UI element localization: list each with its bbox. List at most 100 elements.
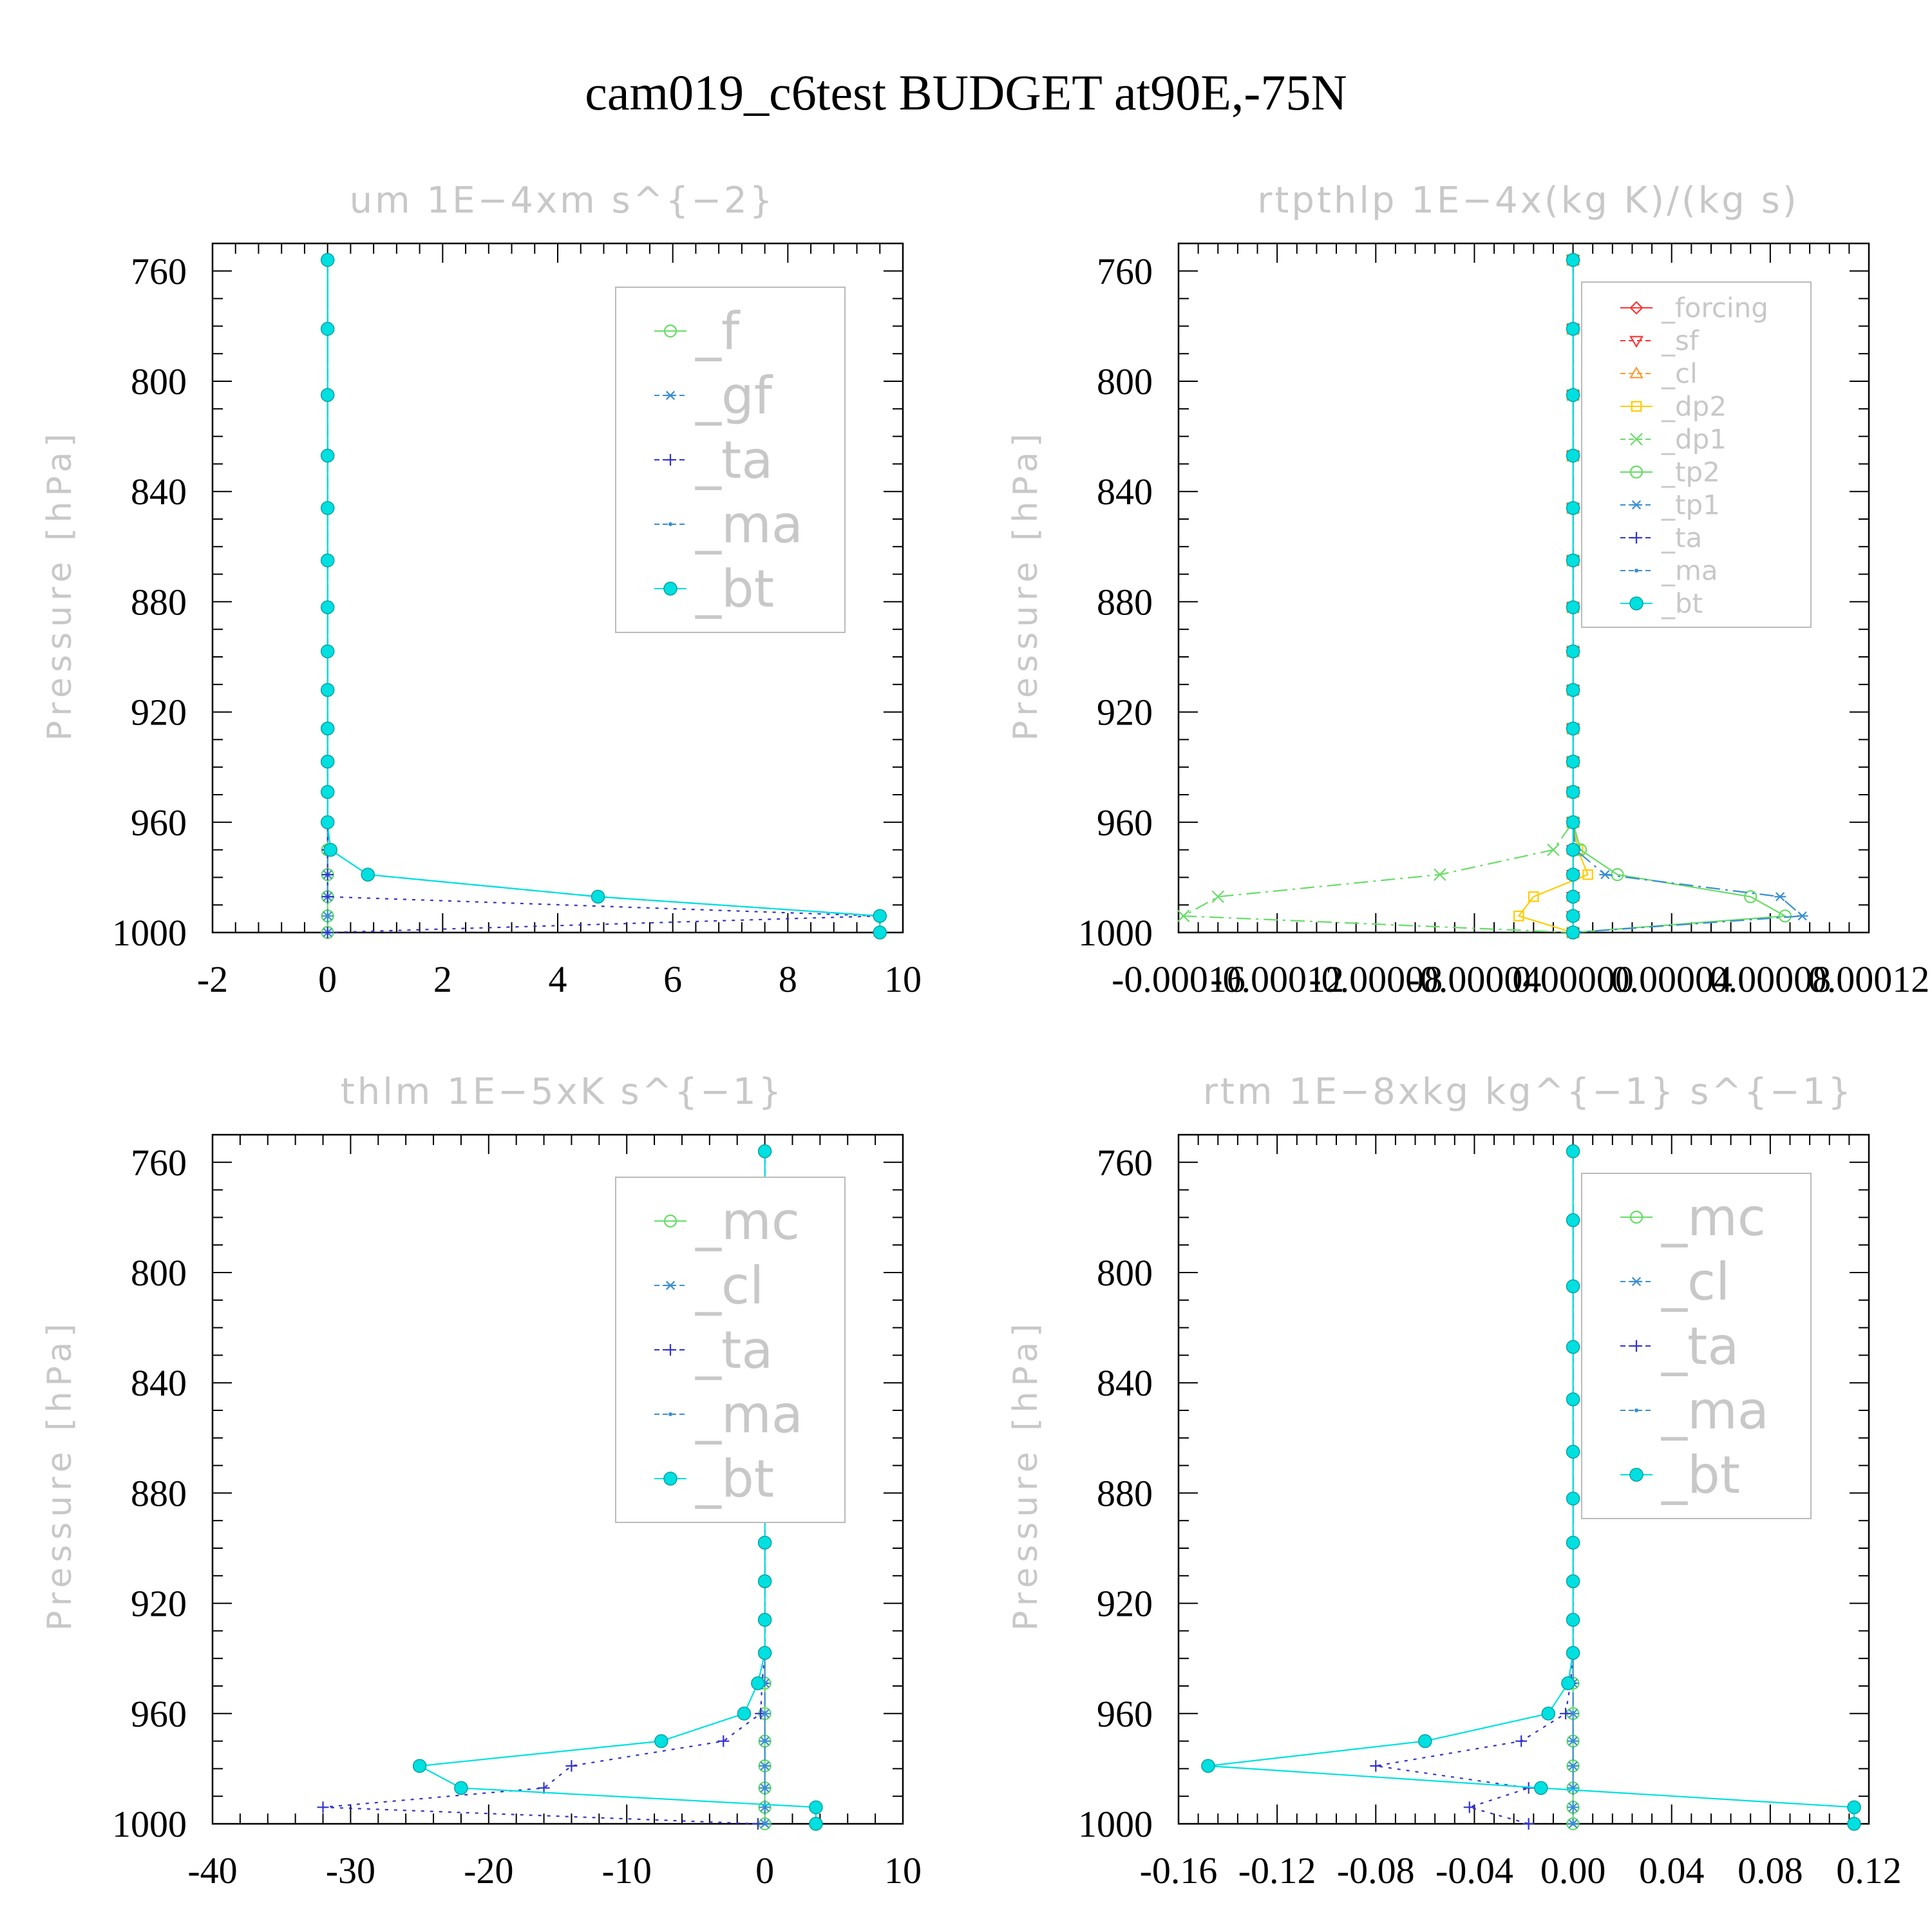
data-point-ta <box>1522 1818 1535 1830</box>
x-tick-label: 0.08 <box>1738 1850 1803 1891</box>
data-point-bt <box>1566 1340 1580 1354</box>
data-point-bt <box>320 600 335 614</box>
y-tick-label: 960 <box>131 802 187 844</box>
data-point-tp2 <box>1611 868 1624 882</box>
x-tick-label: 10 <box>884 1850 922 1891</box>
data-point-bt <box>412 1759 427 1773</box>
data-point-bt <box>1566 1444 1580 1459</box>
data-point-ta <box>752 1818 764 1830</box>
data-point-tp1 <box>1796 911 1808 921</box>
y-tick-label: 920 <box>1097 1583 1153 1625</box>
data-point-bt <box>1566 501 1580 515</box>
panel-title-thlm: thlm 1E−5xK s^{−1} <box>341 1071 784 1113</box>
y-tick-label: 920 <box>1097 692 1153 734</box>
legend-label: _ta <box>695 430 773 490</box>
x-tick-label: -10 <box>602 1850 652 1891</box>
legend-thlm: _mc_cl_ta_ma_bt <box>615 1177 846 1523</box>
y-tick-label: 760 <box>1097 1142 1153 1184</box>
legend-label: _cl <box>1661 358 1698 390</box>
y-tick-label: 800 <box>1097 1252 1153 1294</box>
data-point-bt <box>757 1574 772 1589</box>
legend-label: _mc <box>1661 1188 1766 1247</box>
data-point-ta <box>321 891 334 903</box>
x-tick-label: 0.00 <box>1540 1850 1606 1891</box>
data-point-ma <box>762 1711 767 1716</box>
data-point-dp1 <box>1211 890 1225 904</box>
data-point-bt <box>1566 683 1580 697</box>
x-tick-label: 0 <box>755 1850 774 1891</box>
data-point-bt <box>809 1800 823 1815</box>
legend-label: _bt <box>695 559 774 619</box>
data-point-dp2 <box>1528 891 1539 902</box>
data-point-bt <box>361 867 375 882</box>
x-tick-label: -0.16 <box>1140 1850 1218 1891</box>
data-point-bt <box>320 448 335 463</box>
data-point-bt <box>1566 721 1580 736</box>
data-point-bt <box>320 644 335 659</box>
legend-marker <box>1629 596 1643 611</box>
legend-label: _forcing <box>1661 292 1768 324</box>
data-point-bt <box>757 1645 772 1660</box>
data-point-tp2 <box>1778 909 1792 923</box>
x-tick-label: 6 <box>663 958 682 1000</box>
x-tick-label: 0.00008 <box>1710 958 1832 1000</box>
legend-um: _f_gf_ta_ma_bt <box>615 287 846 633</box>
data-point-ta <box>565 1760 578 1772</box>
data-point-ma <box>762 1764 767 1768</box>
data-point-ma <box>1571 1786 1575 1790</box>
data-point-ta <box>717 1735 730 1747</box>
data-point-bt <box>751 1676 765 1690</box>
data-point-dp1 <box>1547 843 1560 857</box>
data-point-ma <box>1571 1822 1575 1826</box>
data-point-bt <box>320 721 335 736</box>
data-point-ma <box>762 1822 767 1826</box>
data-point-bt <box>1566 388 1580 402</box>
legend-rtpthlp: _forcing_sf_cl_dp2_dp1_tp2_tp1_ta_ma_bt <box>1581 281 1812 628</box>
x-tick-label: -0.00012 <box>1210 958 1344 1000</box>
data-point-bt <box>1566 815 1580 829</box>
y-tick-label: 1000 <box>1078 912 1153 954</box>
x-tick-label: 0.00012 <box>1808 958 1930 1000</box>
data-point-bt <box>320 252 335 267</box>
data-point-bt <box>1566 867 1580 882</box>
data-point-bt <box>809 1817 823 1831</box>
legend-marker <box>1631 1276 1642 1287</box>
plot-frame-thlm <box>211 1133 904 1825</box>
legend-marker <box>1629 366 1643 379</box>
legend-marker <box>1629 465 1643 479</box>
y-axis-label-rtpthlp: Pressure [hPa] <box>1007 429 1045 741</box>
data-point-bt <box>873 909 887 923</box>
data-point-bt <box>1561 1676 1575 1690</box>
plot-area-rtm <box>1201 1144 1861 1831</box>
data-point-bt <box>1566 1279 1580 1294</box>
y-tick-label: 920 <box>131 692 187 734</box>
data-point-bt <box>1566 553 1580 567</box>
data-point-bt <box>1566 754 1580 769</box>
data-point-ta <box>317 1801 329 1814</box>
data-point-ma <box>1571 1739 1575 1743</box>
x-tick-label: -2 <box>197 958 228 1000</box>
data-point-bt <box>323 842 337 857</box>
legend-label: _ma <box>695 1385 803 1444</box>
legend-marker <box>665 1344 676 1356</box>
data-point-bt <box>1566 321 1580 336</box>
x-tick-label: -0.00016 <box>1112 958 1245 1000</box>
y-tick-label: 920 <box>131 1583 187 1625</box>
legend-label: _cl <box>1661 1252 1730 1312</box>
data-point-bt <box>654 1734 668 1748</box>
data-point-bt <box>737 1707 752 1721</box>
legend-label: _ma <box>1661 1381 1769 1441</box>
data-point-dp1 <box>1434 868 1446 881</box>
legend-marker <box>1631 532 1642 544</box>
y-tick-label: 880 <box>1097 581 1153 623</box>
data-point-dp2 <box>1582 869 1593 880</box>
y-tick-label: 840 <box>1097 471 1153 513</box>
legend-rtm: _mc_cl_ta_ma_bt <box>1581 1173 1812 1519</box>
legend-label: _cl <box>695 1256 764 1316</box>
panel-thlm: thlm 1E−5xK s^{−1} Pressure [hPa] 760 800… <box>41 1071 922 1891</box>
x-tick-label: 4 <box>549 958 567 1000</box>
y-tick-label: 840 <box>131 471 187 513</box>
data-point-bt <box>1566 889 1580 904</box>
data-point-bt <box>1534 1781 1548 1795</box>
legend-box <box>1581 1173 1812 1519</box>
